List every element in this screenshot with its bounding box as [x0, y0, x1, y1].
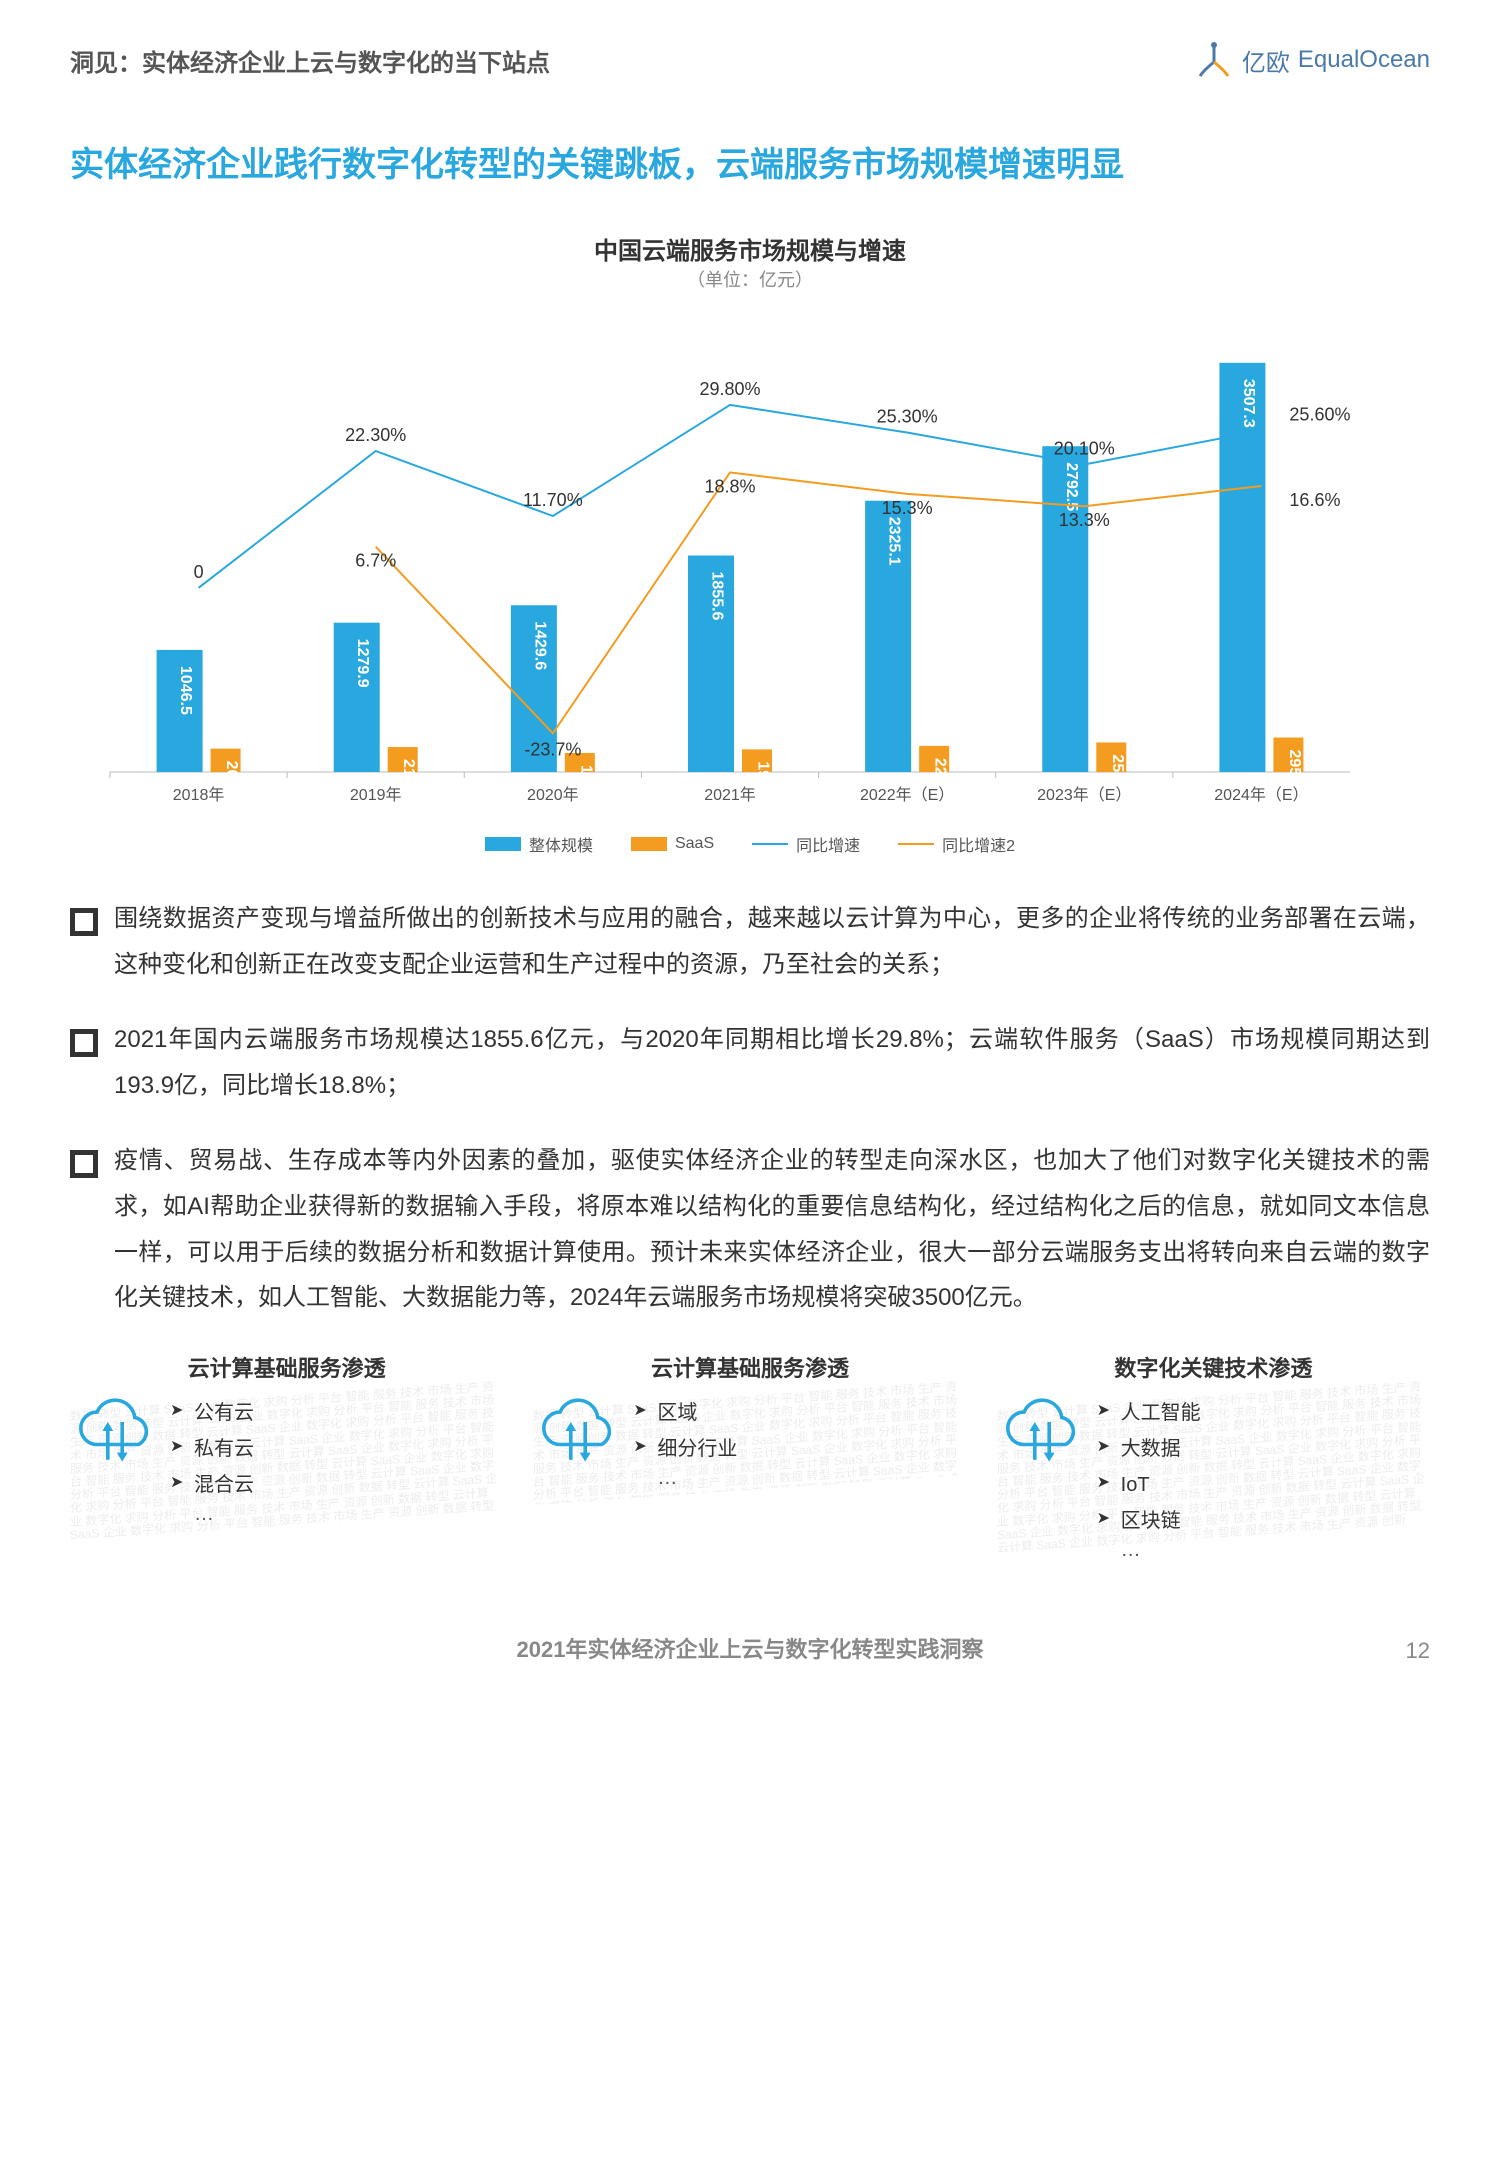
- legend-item: 同比增速: [752, 832, 860, 856]
- panel-list-item: 私有云: [170, 1431, 254, 1467]
- legend-swatch-line: [752, 843, 788, 845]
- combo-chart: 1046.5 200.52018年 1279.9 213.92019年 1429.6 16…: [70, 302, 1430, 822]
- legend-item: SaaS: [631, 832, 714, 856]
- info-panel: 云计算基础服务渗透数据 转型 云计算 SaaS 企业 数字化 求购 分析 平台 …: [533, 1351, 966, 1562]
- svg-text:22.30%: 22.30%: [345, 425, 406, 445]
- panel-list-item: 混合云: [170, 1467, 254, 1503]
- page-header: 洞见：实体经济企业上云与数字化的当下站点 亿欧 EqualOcean: [70, 40, 1430, 80]
- chart-legend: 整体规模 SaaS 同比增速 同比增速2: [70, 832, 1430, 856]
- svg-text:25.30%: 25.30%: [877, 407, 938, 427]
- svg-text:6.7%: 6.7%: [355, 551, 396, 571]
- brand-text-cn: 亿欧: [1242, 43, 1290, 78]
- legend-item: 整体规模: [485, 832, 593, 856]
- brand: 亿欧 EqualOcean: [1194, 40, 1430, 80]
- svg-text:2325.1: 2325.1: [886, 517, 903, 566]
- panel-list-item: 公有云: [170, 1395, 254, 1431]
- legend-swatch-line: [898, 843, 934, 845]
- svg-text:11.70%: 11.70%: [523, 490, 583, 510]
- svg-text:200.5: 200.5: [223, 761, 240, 801]
- header-subtitle: 洞见：实体经济企业上云与数字化的当下站点: [70, 43, 550, 78]
- panel-list-item: 人工智能: [1097, 1395, 1201, 1431]
- bullet-item: 疫情、贸易战、生存成本等内外因素的叠加，驱使实体经济企业的转型走向深水区，也加大…: [70, 1138, 1430, 1320]
- panel-title: 数字化关键技术渗透: [997, 1351, 1430, 1383]
- info-panel: 云计算基础服务渗透数据 转型 云计算 SaaS 企业 数字化 求购 分析 平台 …: [70, 1351, 503, 1562]
- panel-list-item: 大数据: [1097, 1431, 1201, 1467]
- svg-text:1046.5: 1046.5: [177, 666, 194, 715]
- svg-text:-23.7%: -23.7%: [524, 739, 581, 759]
- svg-text:2021年: 2021年: [704, 786, 756, 804]
- svg-text:25.60%: 25.60%: [1289, 405, 1350, 425]
- panel-title: 云计算基础服务渗透: [533, 1351, 966, 1383]
- panel-ellipsis: …: [170, 1503, 254, 1526]
- page-number: 12: [1406, 1638, 1430, 1664]
- brand-logo-icon: [1194, 40, 1234, 80]
- svg-text:2024年（E）: 2024年（E）: [1214, 786, 1308, 804]
- panel-list: 人工智能大数据IoT区块链: [1097, 1395, 1201, 1539]
- legend-label: 整体规模: [529, 832, 593, 856]
- svg-text:295.4: 295.4: [1286, 750, 1303, 790]
- panel-list-item: IoT: [1097, 1467, 1201, 1503]
- panel-ellipsis: …: [633, 1467, 737, 1490]
- svg-text:2023年（E）: 2023年（E）: [1037, 786, 1131, 804]
- svg-text:1855.6: 1855.6: [709, 572, 726, 621]
- info-panel: 数字化关键技术渗透数据 转型 云计算 SaaS 企业 数字化 求购 分析 平台 …: [997, 1351, 1430, 1562]
- legend-swatch-bar: [485, 837, 521, 851]
- svg-text:1279.9: 1279.9: [354, 639, 371, 688]
- page-title: 实体经济企业践行数字化转型的关键跳板，云端服务市场规模增速明显: [70, 140, 1430, 191]
- footer-text: 2021年实体经济企业上云与数字化转型实践洞察: [517, 1637, 984, 1662]
- svg-text:2018年: 2018年: [173, 786, 225, 804]
- svg-text:3507.3: 3507.3: [1240, 379, 1257, 428]
- legend-label: 同比增速2: [942, 832, 1015, 856]
- svg-text:20.10%: 20.10%: [1054, 438, 1115, 458]
- legend-item: 同比增速2: [898, 832, 1015, 856]
- svg-text:2022年（E）: 2022年（E）: [860, 786, 954, 804]
- svg-text:0: 0: [194, 562, 204, 582]
- panel-ellipsis: …: [1097, 1539, 1201, 1562]
- body-bullet-list: 围绕数据资产变现与增益所做出的创新技术与应用的融合，越来越以云计算为中心，更多的…: [70, 896, 1430, 1321]
- panel-title: 云计算基础服务渗透: [70, 1351, 503, 1383]
- svg-text:15.3%: 15.3%: [882, 498, 933, 518]
- legend-label: SaaS: [675, 835, 714, 853]
- panel-list-item: 细分行业: [633, 1431, 737, 1467]
- svg-text:1429.6: 1429.6: [531, 621, 548, 670]
- svg-text:18.8%: 18.8%: [704, 476, 755, 496]
- legend-label: 同比增速: [796, 832, 860, 856]
- panel-list: 区域细分行业: [633, 1395, 737, 1467]
- panel-list-item: 区域: [633, 1395, 737, 1431]
- cloud-arrow-icon: [533, 1395, 623, 1465]
- bottom-panels: 云计算基础服务渗透数据 转型 云计算 SaaS 企业 数字化 求购 分析 平台 …: [70, 1351, 1430, 1562]
- bullet-item: 围绕数据资产变现与增益所做出的创新技术与应用的融合，越来越以云计算为中心，更多的…: [70, 896, 1430, 987]
- page-footer: 2021年实体经济企业上云与数字化转型实践洞察 12: [70, 1632, 1430, 1664]
- cloud-arrow-icon: [997, 1395, 1087, 1465]
- svg-text:193.9: 193.9: [755, 761, 772, 801]
- cloud-arrow-icon: [70, 1395, 160, 1465]
- svg-text:29.80%: 29.80%: [699, 379, 760, 399]
- svg-text:2019年: 2019年: [350, 786, 402, 804]
- legend-swatch-bar: [631, 837, 667, 851]
- brand-text-en: EqualOcean: [1298, 46, 1430, 74]
- svg-text:13.3%: 13.3%: [1059, 510, 1110, 530]
- svg-text:2020年: 2020年: [527, 786, 579, 804]
- bullet-item: 2021年国内云端服务市场规模达1855.6亿元，与2020年同期相比增长29.…: [70, 1017, 1430, 1108]
- chart-title: 中国云端服务市场规模与增速: [70, 231, 1430, 266]
- panel-list: 公有云私有云混合云: [170, 1395, 254, 1503]
- chart-subtitle: （单位：亿元）: [70, 266, 1430, 292]
- svg-text:16.6%: 16.6%: [1289, 490, 1340, 510]
- svg-text:213.9: 213.9: [400, 759, 417, 799]
- panel-list-item: 区块链: [1097, 1503, 1201, 1539]
- svg-text:163.2: 163.2: [577, 765, 594, 805]
